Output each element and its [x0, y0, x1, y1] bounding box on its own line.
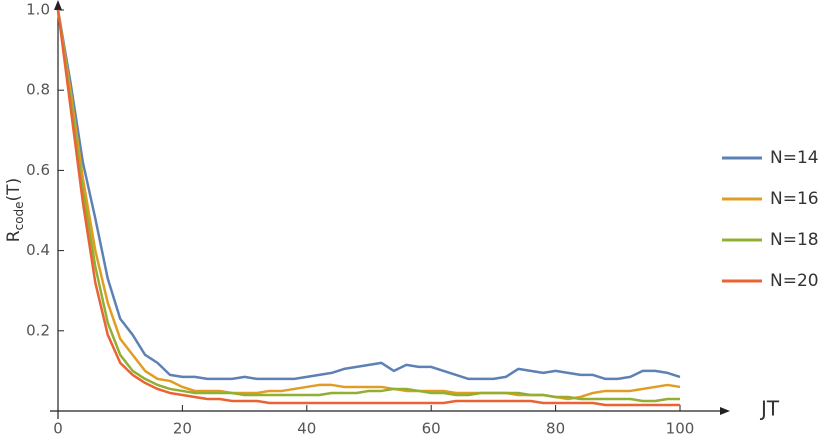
y-label-suffix: (T)	[4, 178, 24, 202]
x-tick-label: 40	[297, 420, 316, 437]
x-tick-label: 80	[546, 420, 565, 437]
x-tick-label: 0	[53, 420, 63, 437]
x-tick-label: 20	[173, 420, 192, 437]
series-line	[56, 9, 680, 403]
legend-label: N=14	[770, 148, 819, 168]
series-line	[56, 9, 681, 381]
y-tick-label: 1.0	[26, 1, 50, 19]
legend-label: N=16	[770, 189, 819, 209]
y-axis-arrow	[54, 0, 62, 10]
y-axis-label: Rcode(T)	[4, 178, 26, 242]
y-tick-label: 0.4	[26, 241, 50, 259]
series-line	[56, 9, 680, 407]
y-tick-label: 0.6	[26, 161, 50, 179]
x-axis-arrow	[720, 407, 730, 415]
y-label-main: R	[4, 230, 24, 242]
legend-label: N=18	[770, 230, 819, 250]
x-tick-label: 60	[422, 420, 441, 437]
legend-label: N=20	[770, 271, 819, 291]
y-label-sub: code	[12, 201, 26, 230]
y-tick-label: 0.8	[26, 81, 50, 99]
x-tick-label: 100	[666, 420, 695, 437]
y-tick-label: 0.2	[26, 321, 50, 339]
x-axis-label: JT	[759, 397, 780, 421]
series-line	[56, 9, 681, 401]
